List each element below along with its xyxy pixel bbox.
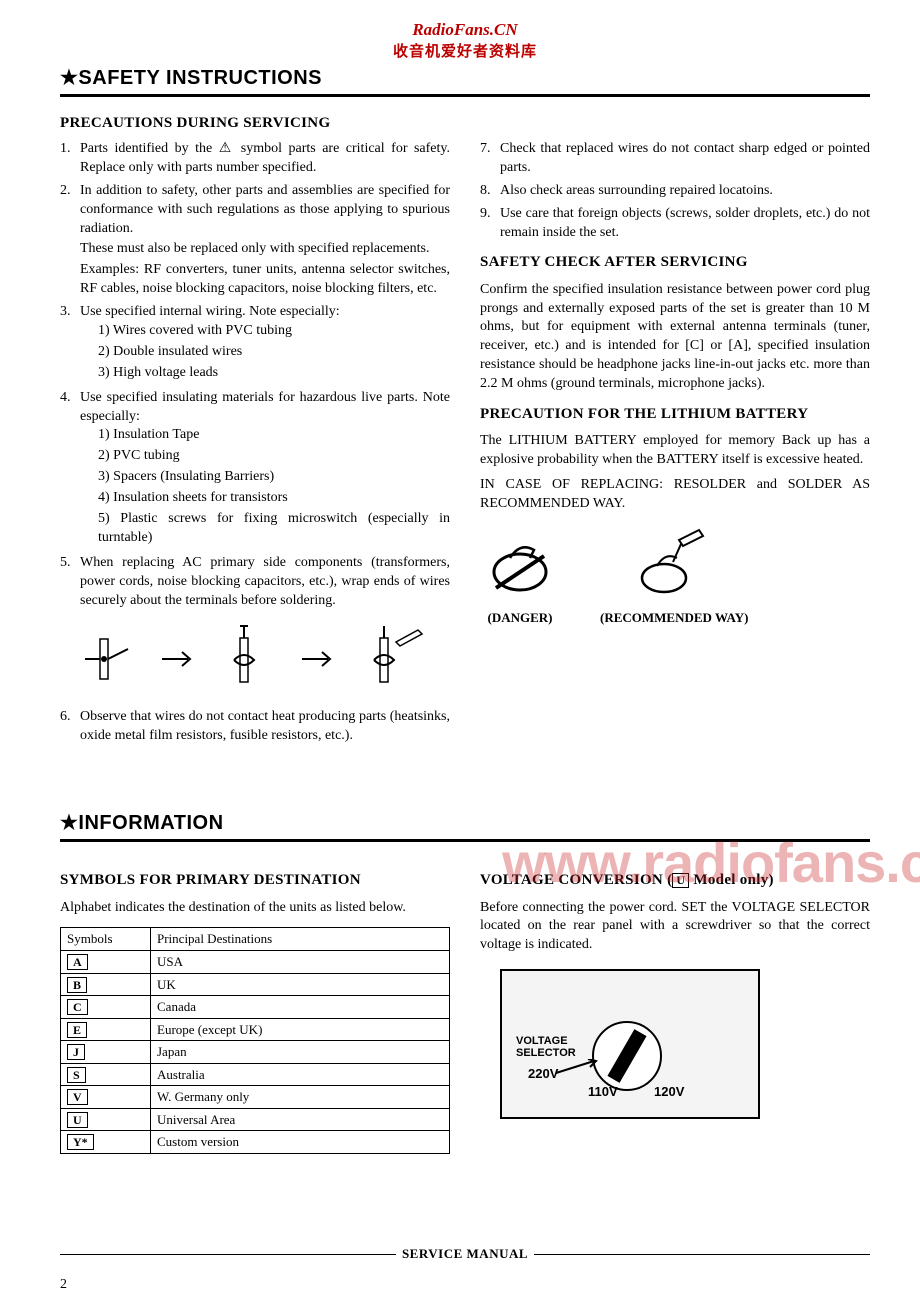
list-item: 5.When replacing AC primary side compone… <box>60 554 450 611</box>
list-item: 3.Use specified internal wiring. Note es… <box>60 303 450 385</box>
voltage-heading-pre: VOLTAGE CONVERSION ( <box>480 872 672 888</box>
divider <box>60 94 870 97</box>
info-left-column: SYMBOLS FOR PRIMARY DESTINATION Alphabet… <box>60 860 450 1154</box>
table-row: EEurope (except UK) <box>61 1018 450 1041</box>
list-item: 6.Observe that wires do not contact heat… <box>60 708 450 746</box>
list-item: 4.Use specified insulating materials for… <box>60 389 450 550</box>
table-row: BUK <box>61 973 450 996</box>
site-subtitle: 收音机爱好者资料库 <box>60 40 870 61</box>
header: RadioFans.CN 收音机爱好者资料库 <box>60 20 870 61</box>
page-number: 2 <box>60 1277 67 1293</box>
precautions-heading: PRECAUTIONS DURING SERVICING <box>60 115 870 132</box>
voltage-body: Before connecting the power cord. SET th… <box>480 899 870 956</box>
solder-diagram <box>60 624 450 694</box>
table-row: UUniversal Area <box>61 1108 450 1131</box>
table-row: JJapan <box>61 1041 450 1064</box>
table-row: VW. Germany only <box>61 1086 450 1109</box>
precautions-list-right: 7.Check that replaced wires do not conta… <box>480 140 870 242</box>
info-right-column: VOLTAGE CONVERSION (U Model only) Before… <box>480 860 870 1154</box>
list-item: 2.In addition to safety, other parts and… <box>60 182 450 299</box>
arrow-icon <box>554 1059 604 1089</box>
list-item: 7.Check that replaced wires do not conta… <box>480 140 870 178</box>
voltage-heading-post: Model only) <box>689 872 773 888</box>
arrow-icon <box>300 644 340 674</box>
symbols-intro: Alphabet indicates the destination of th… <box>60 899 450 918</box>
symbols-heading: SYMBOLS FOR PRIMARY DESTINATION <box>60 870 450 890</box>
precautions-list-left-cont: 6.Observe that wires do not contact heat… <box>60 708 450 746</box>
table-header: Principal Destinations <box>151 928 450 951</box>
arrow-icon <box>160 644 200 674</box>
solder-step1-icon <box>80 629 140 689</box>
solder-step3-icon <box>360 624 430 694</box>
solder-step2-icon <box>220 624 280 694</box>
footer-label: SERVICE MANUAL <box>396 1246 534 1262</box>
danger-label: (DANGER) <box>480 609 560 627</box>
left-column: 1.Parts identified by the ⚠ symbol parts… <box>60 140 450 750</box>
safety-check-heading: SAFETY CHECK AFTER SERVICING <box>480 252 870 272</box>
safety-title: ★SAFETY INSTRUCTIONS <box>60 65 870 90</box>
lithium-body2: IN CASE OF REPLACING: RESOLDER and SOLDE… <box>480 476 870 514</box>
recommended-label: (RECOMMENDED WAY) <box>600 609 748 627</box>
precautions-list-left: 1.Parts identified by the ⚠ symbol parts… <box>60 140 450 610</box>
recommended-icon <box>629 528 719 598</box>
lithium-heading: PRECAUTION FOR THE LITHIUM BATTERY <box>480 404 870 424</box>
voltage-heading-box: U <box>672 873 689 888</box>
right-column: 7.Check that replaced wires do not conta… <box>480 140 870 750</box>
voltage-heading: VOLTAGE CONVERSION (U Model only) <box>480 870 870 890</box>
voltage-selector-label: VOLTAGESELECTOR <box>516 1035 576 1059</box>
table-row: AUSA <box>61 950 450 973</box>
list-item: 9.Use care that foreign objects (screws,… <box>480 205 870 243</box>
lithium-body1: The LITHIUM BATTERY employed for memory … <box>480 432 870 470</box>
table-row: SAustralia <box>61 1063 450 1086</box>
table-row: Y*Custom version <box>61 1131 450 1154</box>
information-title: ★INFORMATION <box>60 810 870 835</box>
danger-icon <box>480 528 560 598</box>
list-item: 1.Parts identified by the ⚠ symbol parts… <box>60 140 450 178</box>
v120-label: 120V <box>654 1083 684 1101</box>
danger-diagram-row: (DANGER) (RECOMMENDED WAY) <box>480 528 870 626</box>
table-row: CCanada <box>61 996 450 1019</box>
divider <box>60 839 870 842</box>
voltage-selector-diagram: VOLTAGESELECTOR 220V 110V 120V <box>500 969 760 1119</box>
safety-check-body: Confirm the specified insulation resista… <box>480 281 870 394</box>
destination-table: Symbols Principal Destinations AUSABUKCC… <box>60 927 450 1153</box>
table-header: Symbols <box>61 928 151 951</box>
safety-columns: 1.Parts identified by the ⚠ symbol parts… <box>60 140 870 750</box>
site-title: RadioFans.CN <box>60 20 870 40</box>
footer-rule: SERVICE MANUAL <box>60 1254 870 1273</box>
list-item: 8.Also check areas surrounding repaired … <box>480 182 870 201</box>
information-section: ★INFORMATION SYMBOLS FOR PRIMARY DESTINA… <box>60 810 870 1154</box>
